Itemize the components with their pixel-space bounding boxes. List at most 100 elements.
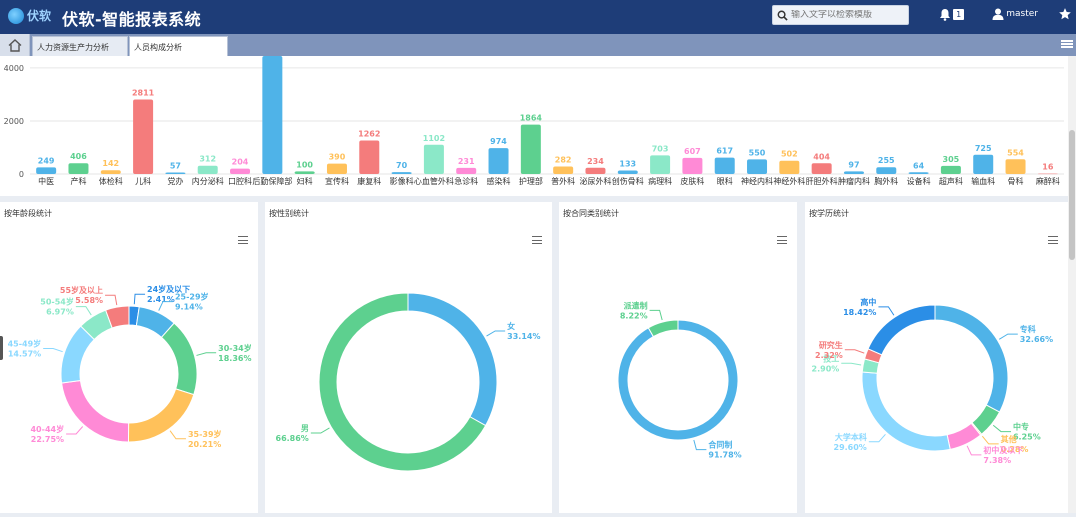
x-tick-label: 心血管外科	[414, 176, 454, 186]
favorite-star-icon[interactable]	[1058, 7, 1072, 21]
gender-donut-chart: 女33.14% 男66.86%	[276, 292, 540, 472]
x-tick-label: 影像科	[390, 176, 414, 186]
scrollbar-thumb[interactable]	[1069, 130, 1075, 260]
bar[interactable]	[68, 163, 89, 174]
bar-value-label: 617	[716, 147, 733, 156]
bar[interactable]	[1037, 173, 1058, 175]
bar[interactable]	[908, 172, 929, 174]
bar-value-label: 1262	[358, 130, 380, 139]
pie-slice[interactable]	[105, 305, 130, 329]
x-tick-label: 普外科	[551, 176, 575, 186]
department-bar-panel: 0 2000 4000 249 中医 406 产科 142 体检科 2811 儿科 57 党办 312 内分…	[0, 56, 1068, 196]
bar-value-label: 255	[878, 156, 895, 165]
logo-icon	[8, 7, 24, 24]
label-leader-line	[966, 445, 982, 456]
bar[interactable]	[359, 140, 380, 174]
bar-value-label: 231	[458, 157, 475, 166]
bar[interactable]	[811, 163, 832, 174]
education-chart-menu-button[interactable]	[1048, 236, 1058, 244]
bar[interactable]	[262, 56, 283, 174]
bar[interactable]	[326, 163, 347, 174]
x-tick-label: 内分泌科	[192, 176, 224, 186]
bar-value-label: 502	[781, 150, 798, 159]
bar[interactable]	[100, 170, 121, 174]
education-card: 按学历统计 专科 32.66% 中专 6.25% 其他 0.28% 初中及以下 7.38% 大学…	[805, 202, 1068, 513]
bar[interactable]	[520, 124, 541, 174]
bar-value-label: 725	[975, 144, 992, 153]
x-tick-label: 肿瘤内科	[838, 176, 870, 186]
menu-line	[238, 239, 248, 241]
pie-slice[interactable]	[861, 371, 951, 452]
bar[interactable]	[553, 166, 574, 174]
age-chart-title: 按年龄段统计	[4, 209, 52, 218]
menu-line	[777, 243, 787, 244]
bar[interactable]	[650, 155, 671, 174]
slice-percent: 22.75%	[31, 435, 64, 444]
tab-staff-composition[interactable]: 人员构成分析	[129, 36, 228, 56]
search-icon[interactable]	[777, 10, 788, 21]
pie-slice[interactable]	[647, 319, 679, 338]
template-search	[772, 5, 909, 25]
label-leader-line	[868, 433, 886, 443]
pie-slice[interactable]	[617, 319, 739, 441]
bar[interactable]	[488, 148, 509, 174]
pie-slice[interactable]	[867, 304, 936, 356]
slice-percent: 33.14%	[507, 332, 540, 341]
bar[interactable]	[714, 157, 735, 174]
bar[interactable]	[456, 167, 477, 174]
slice-percent: 20.21%	[188, 440, 221, 449]
label-leader-line	[844, 349, 865, 354]
contract-chart-menu-button[interactable]	[777, 236, 787, 244]
label-leader-line	[693, 439, 707, 451]
slice-percent: 7.38%	[983, 456, 1011, 465]
notifications-button[interactable]: 1	[939, 8, 965, 21]
bar[interactable]	[940, 165, 961, 174]
bar[interactable]	[133, 99, 154, 174]
slice-label: 55岁及以上	[60, 285, 103, 295]
bar-value-label: 406	[70, 152, 87, 161]
search-input[interactable]	[791, 10, 901, 20]
bar[interactable]	[617, 170, 638, 174]
bar[interactable]	[165, 172, 186, 174]
slice-percent: 18.42%	[843, 308, 876, 317]
bar[interactable]	[682, 157, 703, 174]
tab-menu-button[interactable]	[1060, 37, 1074, 51]
bar-value-label: 305	[943, 155, 960, 164]
pie-slice[interactable]	[160, 322, 198, 396]
bar[interactable]	[779, 160, 800, 174]
bar[interactable]	[230, 168, 251, 174]
user-menu[interactable]: master	[992, 8, 1038, 20]
bar[interactable]	[876, 167, 897, 174]
tab-hr-productivity[interactable]: 人力资源生产力分析	[32, 36, 128, 56]
pie-slice[interactable]	[61, 379, 130, 443]
vertical-scrollbar[interactable]	[1068, 56, 1076, 513]
gender-chart-menu-button[interactable]	[532, 236, 542, 244]
bar[interactable]	[423, 144, 444, 174]
x-tick-label: 急诊科	[454, 176, 478, 186]
bar[interactable]	[391, 172, 412, 174]
gender-chart-title: 按性别统计	[269, 209, 309, 218]
x-tick-label: 体检科	[99, 176, 123, 186]
bar[interactable]	[36, 167, 57, 174]
x-tick-label: 创伤骨科	[612, 176, 644, 186]
side-drawer-handle[interactable]	[0, 336, 3, 360]
bar[interactable]	[747, 159, 768, 174]
x-tick-label: 神经外科	[773, 176, 805, 186]
pie-slice[interactable]	[934, 304, 1009, 413]
bar[interactable]	[197, 165, 218, 174]
age-chart-menu-button[interactable]	[238, 236, 248, 244]
bar[interactable]	[585, 167, 606, 174]
slice-percent: 2.41%	[147, 295, 175, 304]
pie-slice[interactable]	[407, 292, 498, 427]
pie-slice[interactable]	[318, 292, 487, 472]
bar[interactable]	[843, 171, 864, 174]
bar-value-label: 312	[199, 155, 216, 164]
slice-label: 技工	[823, 353, 839, 363]
pie-slice[interactable]	[127, 388, 195, 443]
home-button[interactable]	[0, 34, 30, 56]
bar[interactable]	[973, 154, 994, 174]
bar[interactable]	[294, 171, 315, 174]
bar[interactable]	[1005, 159, 1026, 174]
label-leader-line	[998, 333, 1018, 340]
app-logo[interactable]: 伏软	[8, 7, 51, 24]
